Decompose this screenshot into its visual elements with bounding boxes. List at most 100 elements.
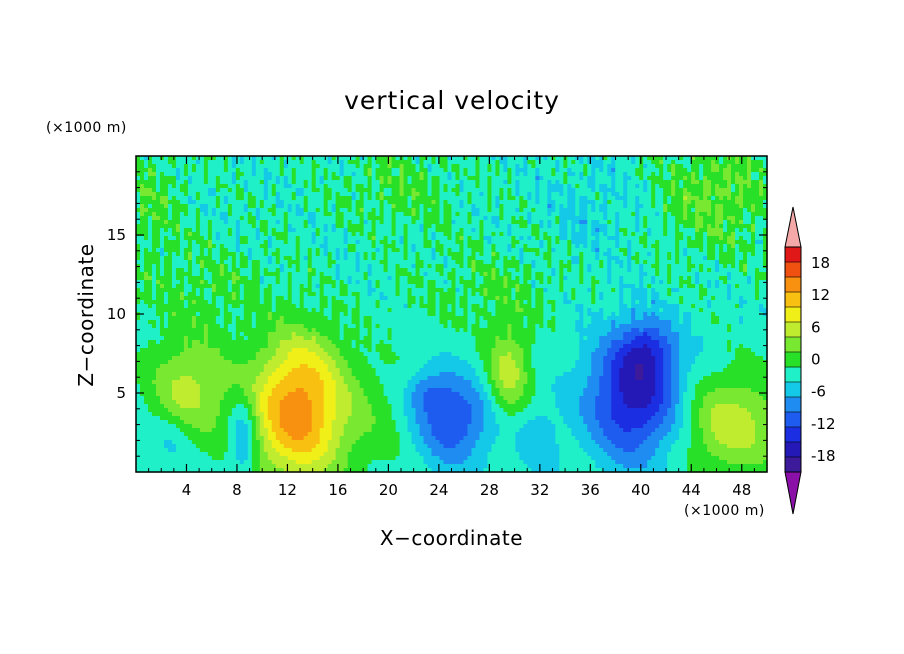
field-cell xyxy=(423,280,429,285)
field-cell xyxy=(495,244,501,249)
field-cell xyxy=(619,244,624,249)
field-cell xyxy=(623,156,628,161)
field-cell xyxy=(295,200,301,205)
field-cell xyxy=(167,156,173,161)
field-cell xyxy=(319,276,325,281)
field-cell xyxy=(603,248,608,253)
field-cell xyxy=(711,168,716,173)
field-cell xyxy=(447,276,453,281)
field-cell xyxy=(379,248,385,253)
field-cell xyxy=(503,204,509,209)
field-cell xyxy=(663,212,668,217)
field-cell xyxy=(331,240,337,245)
field-cell xyxy=(723,160,728,165)
field-cell xyxy=(727,176,732,181)
field-cell xyxy=(415,280,421,285)
field-cell xyxy=(403,240,409,245)
field-cell xyxy=(339,216,345,221)
field-cell xyxy=(315,172,321,177)
field-cell xyxy=(211,268,217,273)
field-cell xyxy=(511,188,516,193)
field-cell xyxy=(179,180,185,185)
field-cell xyxy=(311,280,317,285)
field-cell xyxy=(627,176,632,181)
field-cell xyxy=(191,244,197,249)
field-cell xyxy=(387,240,393,245)
field-cell xyxy=(183,276,189,281)
field-cell xyxy=(523,220,528,225)
field-cell xyxy=(327,184,333,189)
field-cell xyxy=(227,196,233,201)
field-cell xyxy=(527,260,532,265)
field-cell xyxy=(299,252,305,257)
field-cell xyxy=(763,220,768,225)
field-cell xyxy=(279,196,285,201)
field-cell xyxy=(615,260,620,265)
field-cell xyxy=(615,200,620,205)
field-cell xyxy=(191,184,197,189)
field-cell xyxy=(255,204,261,209)
field-cell xyxy=(395,256,401,261)
field-cell xyxy=(203,232,209,237)
field-cell xyxy=(731,188,736,193)
field-cell xyxy=(179,232,185,237)
field-cell xyxy=(363,180,369,185)
field-cell xyxy=(219,252,225,257)
field-cell xyxy=(407,188,413,193)
field-cell xyxy=(751,200,756,205)
field-cell xyxy=(531,224,536,229)
field-cell xyxy=(275,228,281,233)
field-cell xyxy=(551,184,556,189)
field-cell xyxy=(483,224,489,229)
field-cell xyxy=(315,244,321,249)
field-cell xyxy=(339,244,345,249)
field-cell xyxy=(203,216,209,221)
field-cell xyxy=(743,268,748,273)
field-cell xyxy=(183,176,189,181)
field-cell xyxy=(687,256,692,261)
field-cell xyxy=(603,172,608,177)
field-cell xyxy=(535,208,540,213)
field-cell xyxy=(435,200,441,205)
field-cell xyxy=(263,184,269,189)
field-cell xyxy=(387,196,393,201)
field-cell xyxy=(355,224,361,229)
field-cell xyxy=(419,172,425,177)
field-cell xyxy=(559,212,564,217)
field-cell xyxy=(263,212,269,217)
field-cell xyxy=(411,244,417,249)
field-cell xyxy=(239,248,245,253)
field-cell xyxy=(407,176,413,181)
field-cell xyxy=(359,248,365,253)
field-cell xyxy=(215,160,221,165)
field-cell xyxy=(715,196,720,201)
field-cell xyxy=(439,252,445,257)
field-cell xyxy=(491,172,497,177)
field-cell xyxy=(423,208,429,213)
field-cell xyxy=(631,228,636,233)
field-cell xyxy=(679,208,684,213)
field-cell xyxy=(631,160,636,165)
field-cell xyxy=(355,228,361,233)
field-cell xyxy=(507,240,512,245)
field-cell xyxy=(407,268,413,273)
field-cell xyxy=(703,196,708,201)
field-cell xyxy=(447,232,453,237)
field-cell xyxy=(347,240,353,245)
field-cell xyxy=(487,224,493,229)
field-cell xyxy=(243,168,249,173)
field-cell xyxy=(735,232,740,237)
field-cell xyxy=(323,252,329,257)
field-cell xyxy=(699,224,704,229)
field-cell xyxy=(379,216,385,221)
field-cell xyxy=(739,240,744,245)
field-cell xyxy=(223,248,229,253)
field-cell xyxy=(159,204,165,209)
field-cell xyxy=(355,160,361,165)
field-cell xyxy=(635,192,640,197)
field-cell xyxy=(155,180,161,185)
field-cell xyxy=(463,260,469,265)
field-cell xyxy=(647,192,652,197)
field-cell xyxy=(743,248,748,253)
field-cell xyxy=(463,224,469,229)
